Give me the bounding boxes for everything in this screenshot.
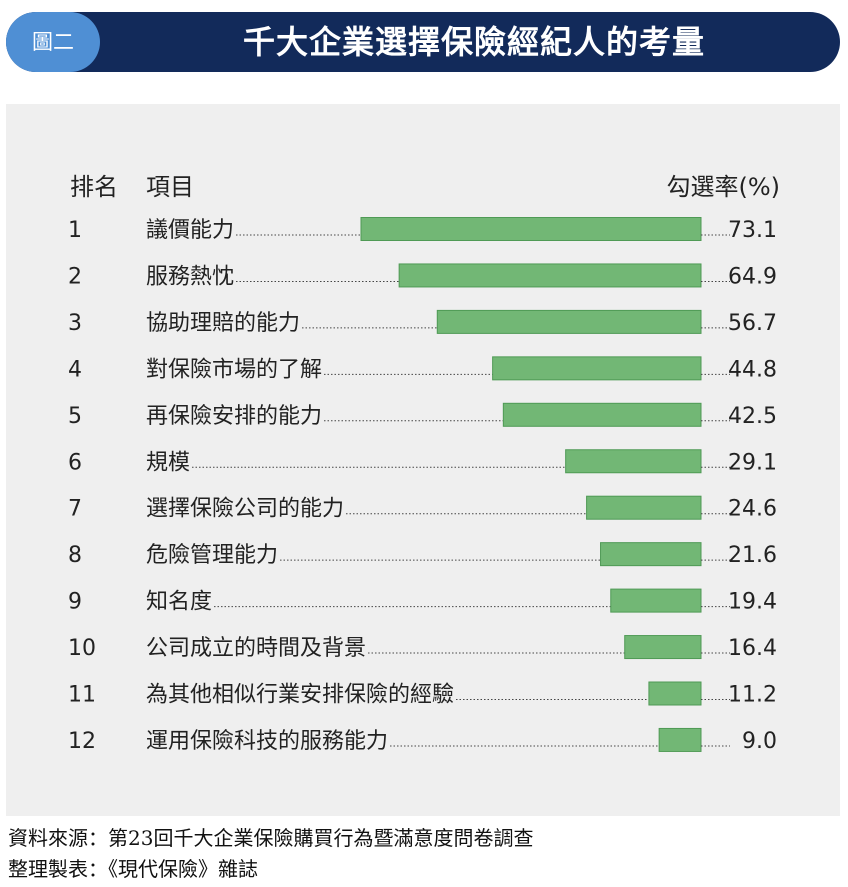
value-label: 24.6 <box>728 497 777 522</box>
rank-label: 5 <box>68 404 82 429</box>
category-label: 為其他相似行業安排保險的經驗 <box>146 683 454 708</box>
value-label: 16.4 <box>728 636 777 661</box>
bar <box>648 681 702 706</box>
rank-label: 10 <box>68 636 96 661</box>
bar <box>398 263 702 288</box>
title-banner <box>6 12 840 72</box>
bar <box>586 495 702 520</box>
bar <box>600 542 702 567</box>
value-label: 64.9 <box>728 264 777 289</box>
rank-label: 7 <box>68 497 82 522</box>
bar <box>565 449 702 474</box>
rank-label: 2 <box>68 264 82 289</box>
value-label: 9.0 <box>742 729 777 754</box>
figure-label: 圖二 <box>6 12 100 72</box>
value-label: 73.1 <box>728 218 777 243</box>
chart-title: 千大企業選擇保險經紀人的考量 <box>242 23 705 61</box>
bar <box>624 635 702 660</box>
value-label: 42.5 <box>728 404 777 429</box>
value-label: 21.6 <box>728 543 777 568</box>
value-label: 11.2 <box>728 683 777 708</box>
category-label: 公司成立的時間及背景 <box>146 636 366 661</box>
rank-label: 6 <box>68 450 82 475</box>
category-label: 再保險安排的能力 <box>146 404 322 429</box>
rank-label: 3 <box>68 311 82 336</box>
rank-label: 4 <box>68 357 82 382</box>
value-label: 44.8 <box>728 357 777 382</box>
rank-label: 9 <box>68 590 82 615</box>
rank-column-header: 排名 <box>70 173 118 201</box>
category-label: 運用保險科技的服務能力 <box>146 729 388 754</box>
category-label: 協助理賠的能力 <box>146 311 300 336</box>
bar <box>492 356 702 381</box>
bar <box>610 588 702 613</box>
rank-label: 11 <box>68 683 96 708</box>
bar <box>360 217 702 241</box>
source-note: 資料來源：第23回千大企業保險購買行為暨滿意度問卷調查 <box>8 826 534 850</box>
category-label: 議價能力 <box>146 218 234 243</box>
bar <box>436 309 702 334</box>
value-label: 19.4 <box>728 590 777 615</box>
category-label: 對保險市場的了解 <box>146 357 322 382</box>
category-label: 知名度 <box>146 590 212 615</box>
value-label: 56.7 <box>728 311 777 336</box>
bar <box>502 402 702 427</box>
category-label: 危險管理能力 <box>146 543 278 568</box>
category-label: 服務熱忱 <box>146 264 234 289</box>
value-label: 29.1 <box>728 450 777 475</box>
rate-column-header: 勾選率(%) <box>666 173 780 201</box>
rank-label: 8 <box>68 543 82 568</box>
bar <box>658 727 702 752</box>
rank-label: 1 <box>68 218 82 243</box>
category-label: 選擇保險公司的能力 <box>146 497 344 522</box>
rank-label: 12 <box>68 729 96 754</box>
category-label: 規模 <box>146 450 190 475</box>
item-column-header: 項目 <box>146 173 194 201</box>
compiled-note: 整理製表：《現代保險》雜誌 <box>8 857 258 881</box>
